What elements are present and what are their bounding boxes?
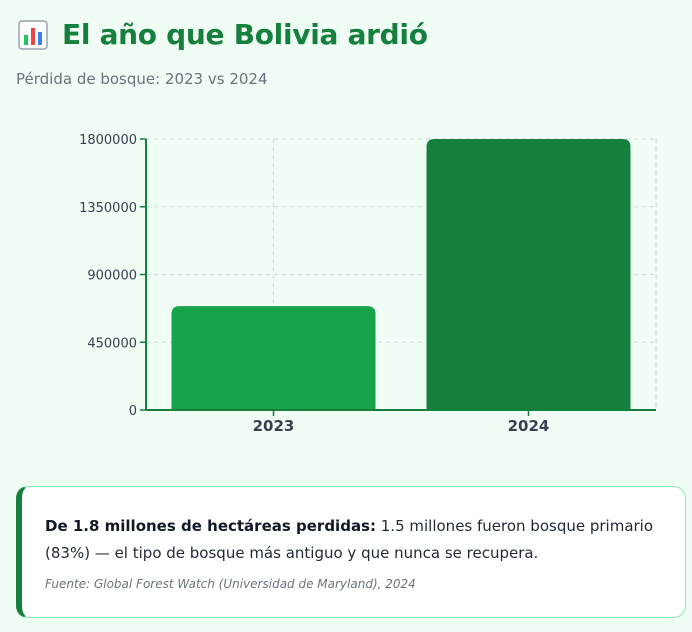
y-tick-label: 0: [129, 404, 137, 419]
header: El año que Bolivia ardió: [18, 18, 428, 51]
page-subtitle: Pérdida de bosque: 2023 vs 2024: [16, 70, 268, 88]
bar-chart-icon: [18, 19, 48, 50]
insight-lead: De 1.8 millones de hectáreas perdidas:: [45, 517, 376, 535]
insight-card: De 1.8 millones de hectáreas perdidas: 1…: [16, 486, 686, 618]
bar-2024: [426, 139, 631, 410]
y-tick-label: 450000: [87, 336, 137, 351]
y-tick-label: 1800000: [79, 133, 137, 148]
bar-2023: [171, 306, 376, 410]
x-tick-label: 2023: [253, 417, 295, 435]
x-tick-label: 2024: [508, 417, 550, 435]
insight-body: 1.5 millones fueron bosque primario (83%…: [45, 517, 654, 562]
bar-chart: 0 450000 900000 1350000 1800000 2023 2024: [79, 133, 657, 435]
y-tick-label: 1350000: [79, 201, 137, 216]
insight-text: De 1.8 millones de hectáreas perdidas: 1…: [45, 513, 665, 567]
source-note: Fuente: Global Forest Watch (Universidad…: [45, 577, 416, 591]
y-tick-label: 900000: [87, 269, 137, 284]
page-title: El año que Bolivia ardió: [62, 18, 428, 51]
